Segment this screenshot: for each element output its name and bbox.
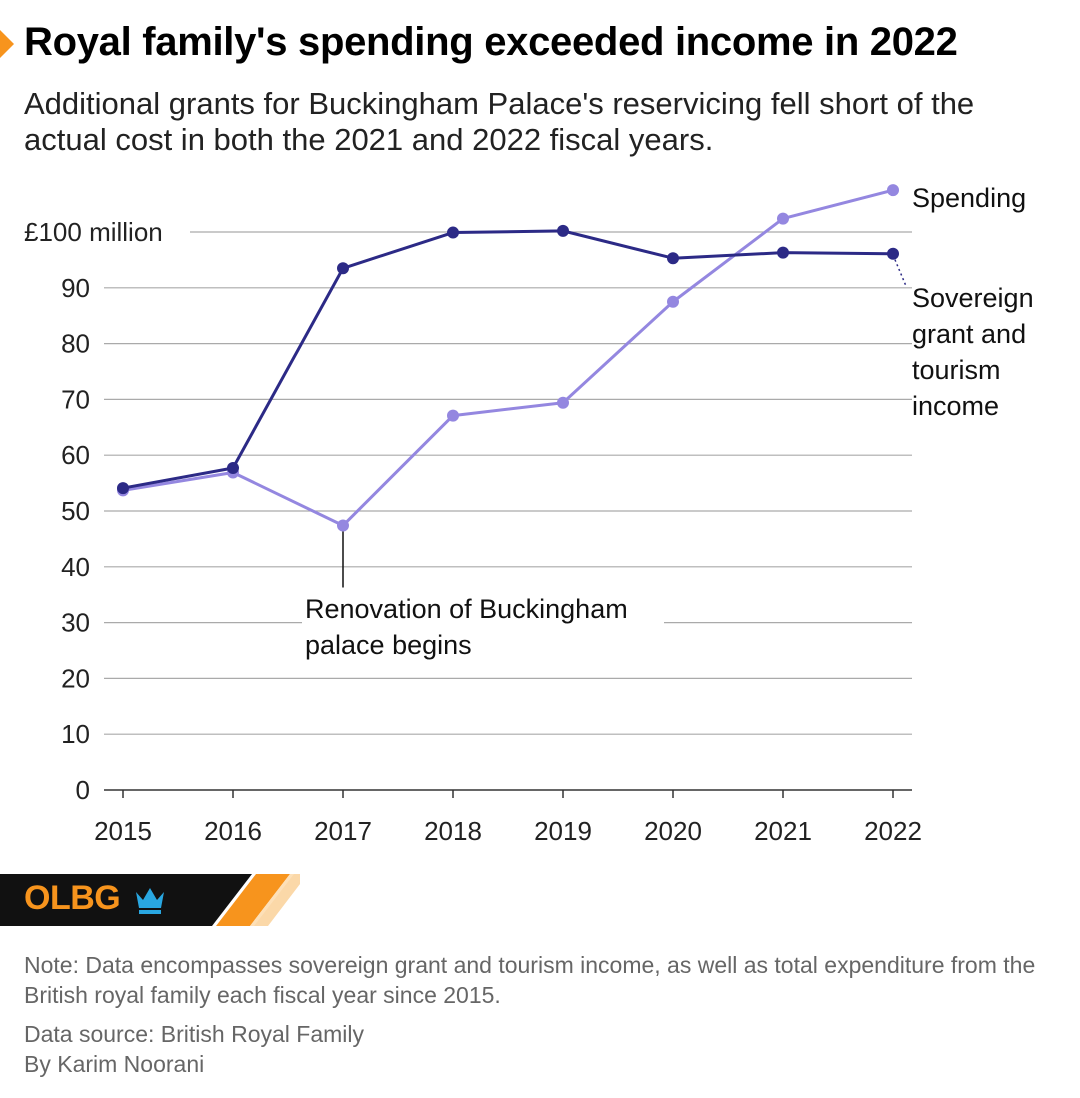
data-point xyxy=(777,246,789,259)
y-tick-label: 20 xyxy=(61,663,90,693)
data-point xyxy=(557,396,569,409)
data-point xyxy=(447,226,459,239)
data-point xyxy=(667,295,679,308)
data-point xyxy=(887,184,899,197)
byline: By Karim Noorani xyxy=(24,1051,205,1077)
income-label: tourism xyxy=(912,355,1001,385)
income-label-leader xyxy=(894,259,907,287)
x-tick-label: 2017 xyxy=(314,816,372,846)
crown-icon xyxy=(136,888,164,914)
data-point xyxy=(337,262,349,275)
y-tick-label: 80 xyxy=(61,329,90,359)
income-label: grant and xyxy=(912,319,1026,349)
renovation-annotation: Renovation of Buckingham palace begins xyxy=(302,531,664,662)
data-point xyxy=(227,462,239,475)
chart-subtitle: Additional grants for Buckingham Palace'… xyxy=(24,86,975,157)
y-tick-label: £100 million xyxy=(24,217,163,247)
annotation-text: Renovation of Buckingham xyxy=(305,594,628,624)
series-labels: Spending Sovereign grant and tourism income xyxy=(894,183,1034,421)
data-point xyxy=(117,482,129,495)
x-tick-label: 2018 xyxy=(424,816,482,846)
data-point xyxy=(777,212,789,225)
series-lines xyxy=(117,184,899,532)
spending-label: Spending xyxy=(912,183,1026,213)
y-tick-label: 40 xyxy=(61,552,90,582)
data-point xyxy=(667,252,679,265)
y-axis-ticks: 0 10 20 30 40 50 60 70 80 90 £100 million xyxy=(24,217,163,805)
y-tick-label: 90 xyxy=(61,273,90,303)
annotation-text: palace begins xyxy=(305,630,472,660)
x-tick-label: 2022 xyxy=(864,816,922,846)
logo-band xyxy=(0,874,300,926)
income-label: income xyxy=(912,391,999,421)
line-chart: 0 10 20 30 40 50 60 70 80 90 £100 million 2015 2016… xyxy=(24,183,1034,846)
y-tick-label: 60 xyxy=(61,440,90,470)
data-point xyxy=(337,519,349,532)
x-tick-label: 2015 xyxy=(94,816,152,846)
y-tick-label: 70 xyxy=(61,384,90,414)
olbg-logo: OLBG xyxy=(24,879,121,917)
data-point xyxy=(447,409,459,422)
x-tick-label: 2016 xyxy=(204,816,262,846)
y-tick-label: 0 xyxy=(76,775,90,805)
title-marker xyxy=(0,30,14,58)
x-tick-label: 2019 xyxy=(534,816,592,846)
income-label: Sovereign xyxy=(912,283,1034,313)
y-tick-label: 30 xyxy=(61,608,90,638)
data-point xyxy=(887,247,899,260)
series-line xyxy=(122,229,894,490)
footer-note: Note: Data encompasses sovereign grant a… xyxy=(24,952,1036,1008)
x-tick-label: 2020 xyxy=(644,816,702,846)
x-tick-label: 2021 xyxy=(754,816,812,846)
x-axis: 2015 2016 2017 2018 2019 2020 2021 2022 xyxy=(94,790,922,846)
y-tick-label: 50 xyxy=(61,496,90,526)
series-line xyxy=(122,188,894,528)
gridlines xyxy=(104,231,912,791)
data-point xyxy=(557,224,569,237)
y-tick-label: 10 xyxy=(61,719,90,749)
chart-title: Royal family's spending exceeded income … xyxy=(24,20,958,64)
data-source: Data source: British Royal Family xyxy=(24,1021,364,1047)
annotation-backing xyxy=(302,588,664,662)
